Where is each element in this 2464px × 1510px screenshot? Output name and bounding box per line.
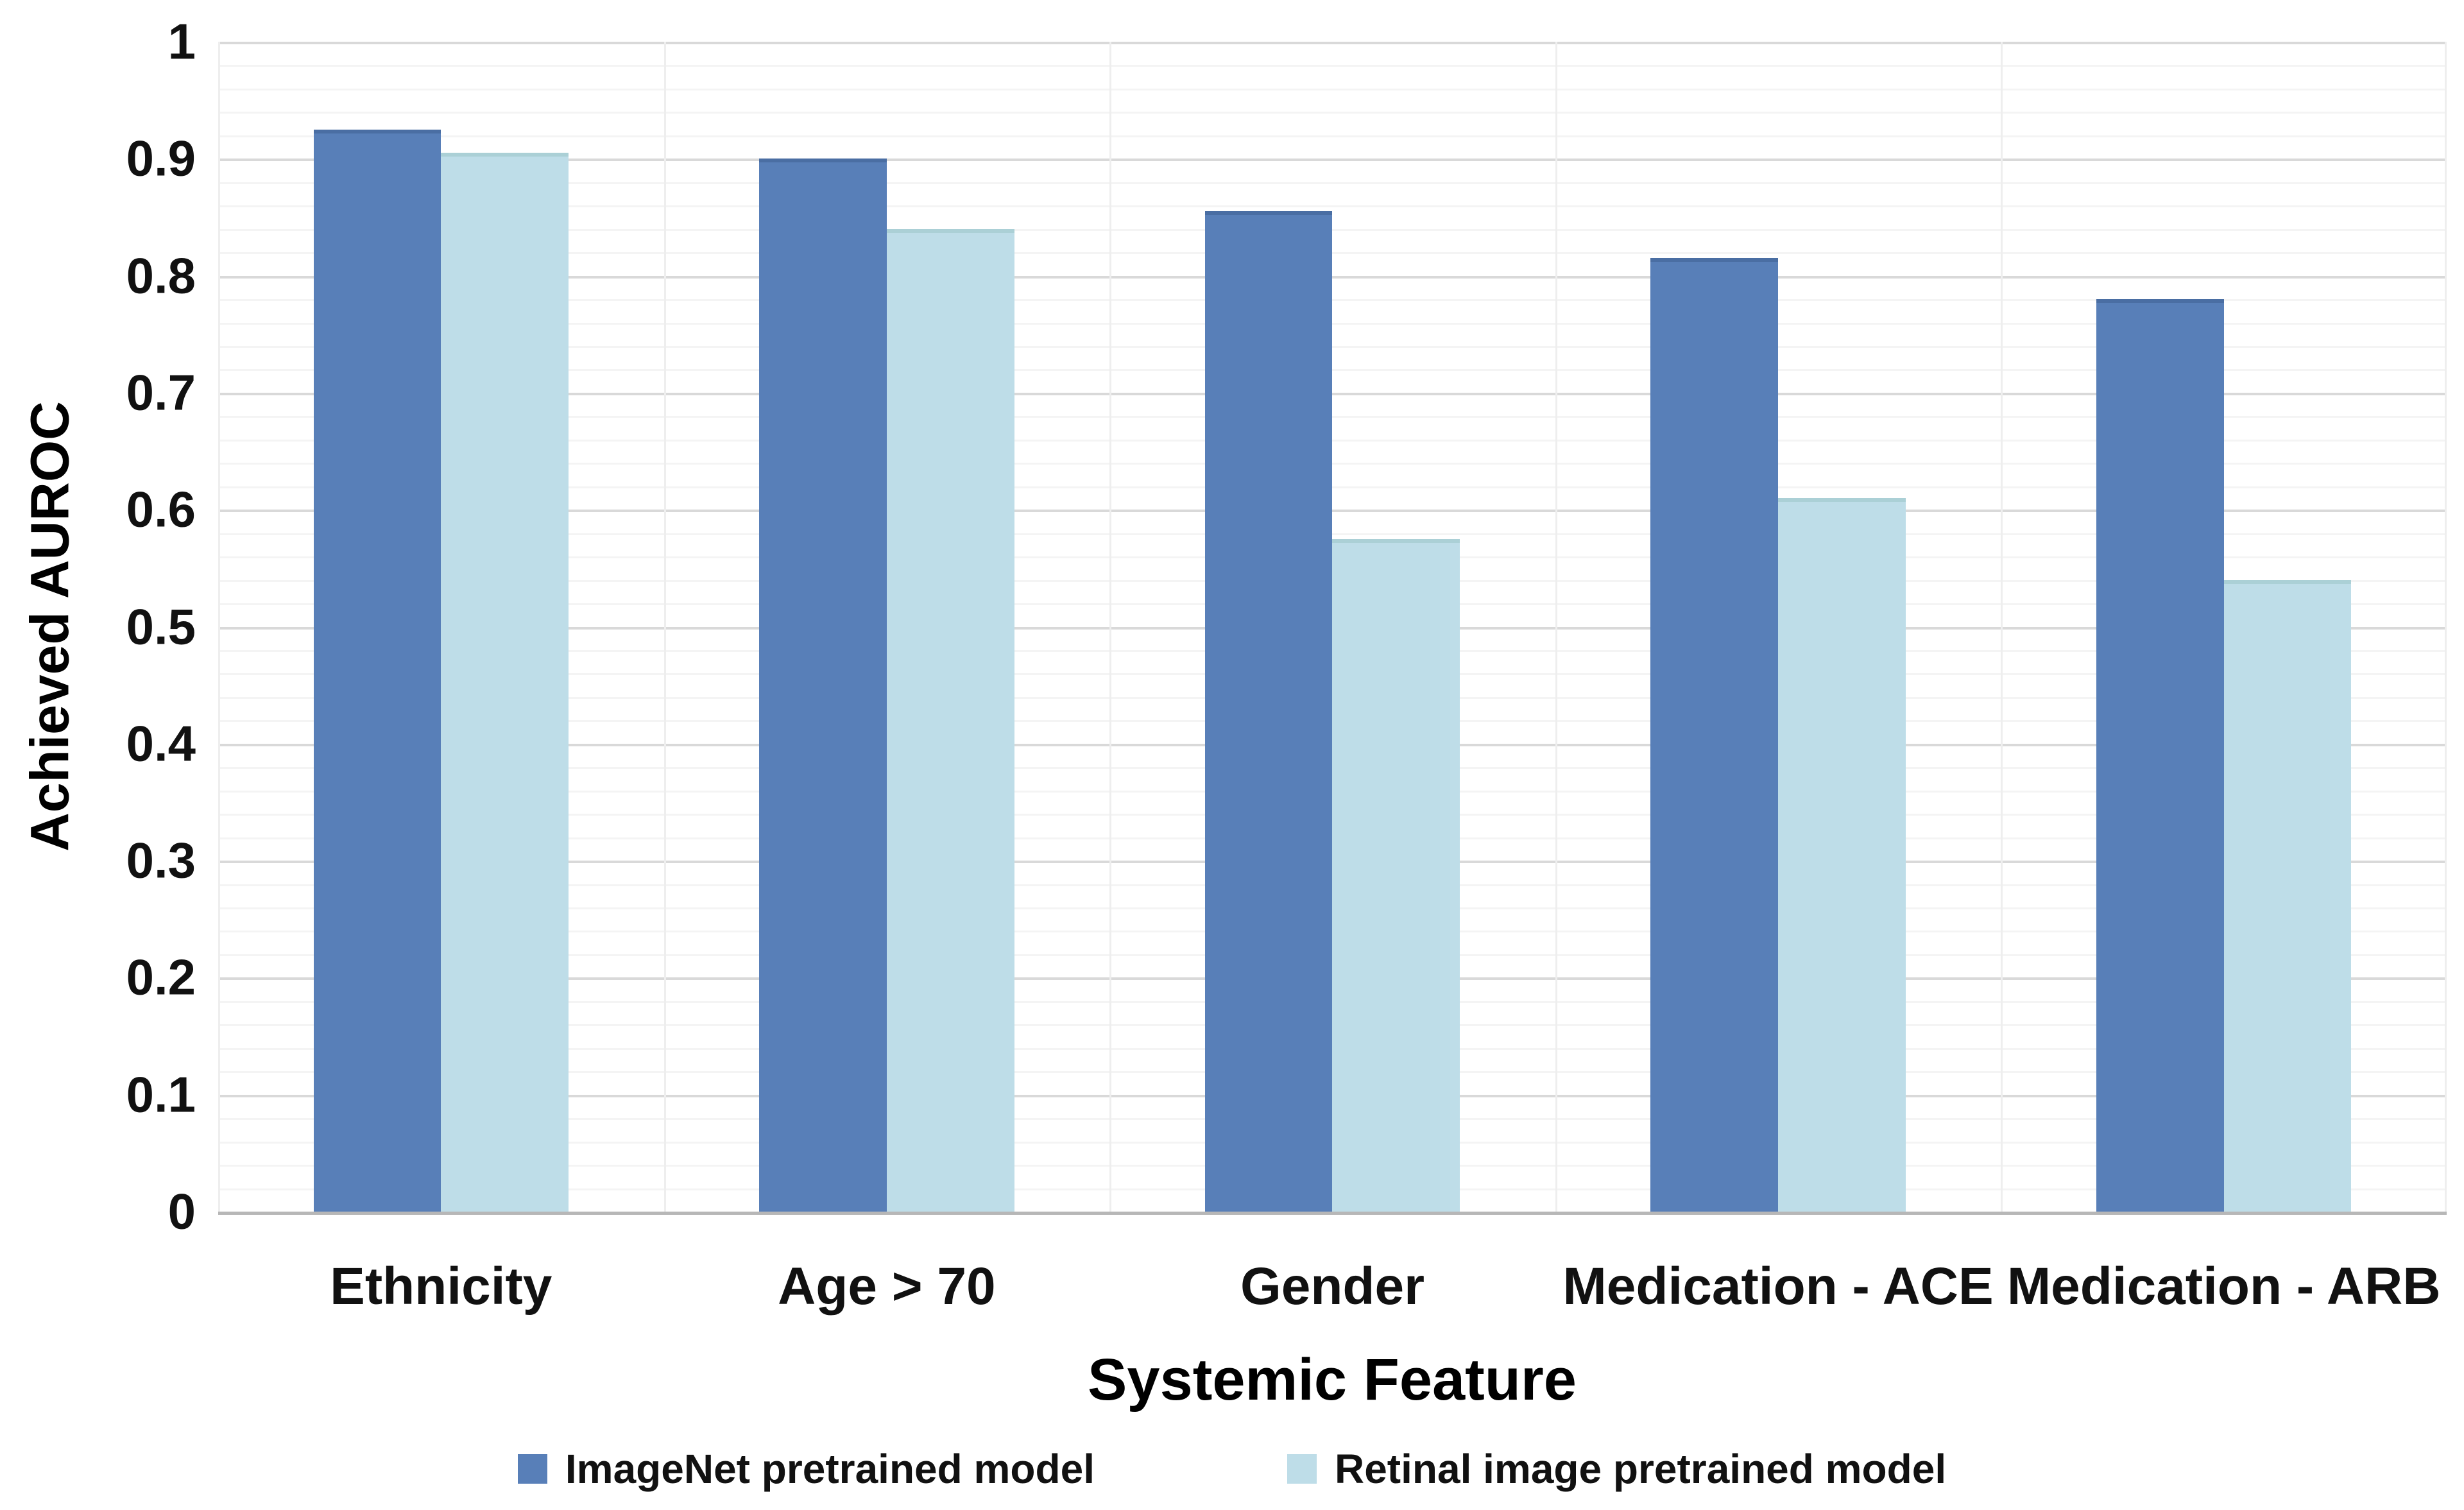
bar-retinal-ethnicity	[441, 153, 569, 1212]
bar-imagenet-medication-arb	[2096, 299, 2224, 1212]
y-tick-label-1: 1	[167, 13, 196, 70]
minor-gridline-0.76	[218, 322, 2447, 325]
legend-swatch-imagenet-icon	[517, 1454, 547, 1484]
bar-retinal-gender	[1332, 538, 1460, 1212]
y-tick-label-0.9: 0.9	[126, 130, 196, 187]
y-tick-label-0.7: 0.7	[126, 364, 196, 421]
bar-retinal-age-70	[886, 228, 1014, 1212]
minor-gridline-0.68	[218, 416, 2447, 418]
major-gridline-0.9	[218, 159, 2447, 162]
minor-gridline-0.78	[218, 299, 2447, 302]
major-gridline-0.6	[218, 510, 2447, 513]
minor-gridline-0.86	[218, 205, 2447, 208]
category-group-medication-ace	[1555, 42, 2001, 1212]
legend: ImageNet pretrained model Retinal image …	[0, 1445, 2464, 1493]
minor-gridline-0.98	[218, 65, 2447, 67]
y-tick-label-0.4: 0.4	[126, 715, 196, 772]
category-group-medication-arb	[2001, 42, 2447, 1212]
legend-label-imagenet: ImageNet pretrained model	[565, 1446, 1095, 1492]
minor-gridline-0.58	[218, 533, 2447, 535]
y-tick-label-0.8: 0.8	[126, 247, 196, 304]
y-tick-label-0.6: 0.6	[126, 481, 196, 538]
x-tick-label-ethnicity: Ethnicity	[330, 1257, 552, 1316]
x-tick-label-gender: Gender	[1240, 1257, 1425, 1316]
y-tick-label-0.1: 0.1	[126, 1066, 196, 1123]
bar-imagenet-ethnicity	[313, 129, 441, 1212]
minor-gridline-0.92	[218, 135, 2447, 137]
legend-swatch-retinal-icon	[1287, 1454, 1317, 1484]
minor-gridline-0.64	[218, 463, 2447, 465]
minor-gridline-0.96	[218, 88, 2447, 90]
major-gridline-1	[218, 42, 2447, 44]
minor-gridline-0.62	[218, 486, 2447, 488]
category-boundary-line-2	[1109, 42, 1112, 1212]
legend-item-imagenet: ImageNet pretrained model	[517, 1445, 1095, 1493]
bar-imagenet-medication-ace	[1650, 258, 1779, 1212]
minor-gridline-0.82	[218, 252, 2447, 255]
bar-retinal-medication-arb	[2223, 579, 2352, 1212]
y-tick-label-0.5: 0.5	[126, 598, 196, 655]
legend-label-retinal: Retinal image pretrained model	[1334, 1446, 1947, 1492]
legend-item-retinal: Retinal image pretrained model	[1287, 1445, 1946, 1493]
x-tick-label-medication-ace: Medication - ACE	[1562, 1257, 1994, 1316]
category-boundary-line-4	[2001, 42, 2003, 1212]
category-group-ethnicity	[218, 42, 664, 1212]
bar-retinal-medication-ace	[1778, 497, 1906, 1212]
y-tick-label-0.3: 0.3	[126, 832, 196, 889]
bar-imagenet-age-70	[759, 159, 887, 1212]
category-boundary-line-0	[218, 42, 220, 1212]
category-group-gender	[1109, 42, 1555, 1212]
x-tick-label-age-70: Age > 70	[778, 1257, 996, 1316]
minor-gridline-0.72	[218, 369, 2447, 372]
category-group-age-70	[664, 42, 1110, 1212]
y-tick-label-0: 0	[167, 1183, 196, 1240]
minor-gridline-0.74	[218, 345, 2447, 348]
category-boundary-line-5	[2445, 42, 2447, 1212]
bar-imagenet-gender	[1204, 211, 1333, 1212]
x-axis-title: Systemic Feature	[1088, 1347, 1577, 1412]
y-axis-title: Achieved AUROC	[19, 401, 80, 852]
category-boundary-line-1	[663, 42, 666, 1212]
category-boundary-line-3	[1555, 42, 1557, 1212]
minor-gridline-0.66	[218, 439, 2447, 442]
plot-area	[218, 42, 2447, 1215]
minor-gridline-0.88	[218, 182, 2447, 184]
x-tick-label-medication-arb: Medication - ARB	[2006, 1257, 2441, 1316]
major-gridline-0.7	[218, 392, 2447, 395]
minor-gridline-0.94	[218, 112, 2447, 114]
major-gridline-0.8	[218, 275, 2447, 279]
minor-gridline-0.84	[218, 228, 2447, 231]
y-tick-label-0.2: 0.2	[126, 948, 196, 1006]
